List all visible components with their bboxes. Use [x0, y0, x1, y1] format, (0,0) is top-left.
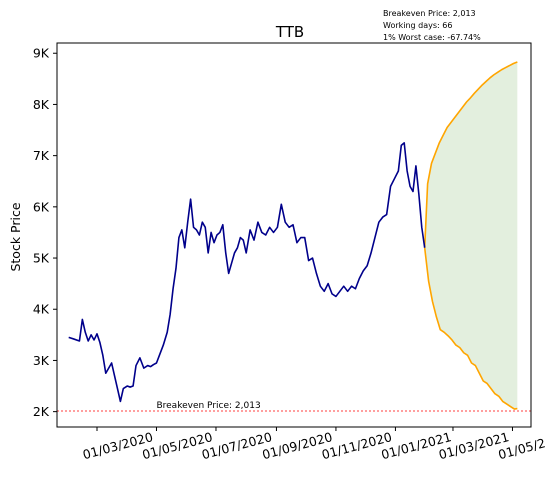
annotation-worst-case: 1% Worst case: -67.74%	[383, 33, 481, 42]
projection-band-layer	[424, 61, 518, 410]
y-tick-label: 8K	[33, 97, 50, 112]
projection-band	[424, 61, 518, 410]
projection-best-line	[423, 61, 518, 248]
y-tick-label: 6K	[33, 199, 50, 214]
projection-worst-line	[423, 247, 518, 410]
y-tick-label: 4K	[33, 302, 50, 317]
y-tick-label: 7K	[33, 148, 50, 163]
annotation-working-days: Working days: 66	[383, 21, 452, 30]
y-tick-label: 5K	[33, 251, 50, 266]
series-layer	[68, 61, 518, 410]
x-axis: 01/03/202001/05/202001/07/202001/09/2020…	[81, 427, 545, 462]
chart-title: TTB	[275, 23, 304, 41]
y-tick-label: 3K	[33, 353, 50, 368]
y-tick-label: 2K	[33, 404, 50, 419]
price-history-line	[68, 142, 426, 403]
y-axis-label: Stock Price	[8, 202, 23, 271]
plot-frame	[56, 42, 532, 428]
y-axis: 2K 3K 4K 5K 6K 7K 8K 9K	[33, 46, 57, 419]
annotation-breakeven: Breakeven Price: 2,013	[383, 9, 476, 18]
y-tick-label: 9K	[33, 46, 50, 61]
breakeven-label: Breakeven Price: 2,013	[156, 401, 260, 411]
